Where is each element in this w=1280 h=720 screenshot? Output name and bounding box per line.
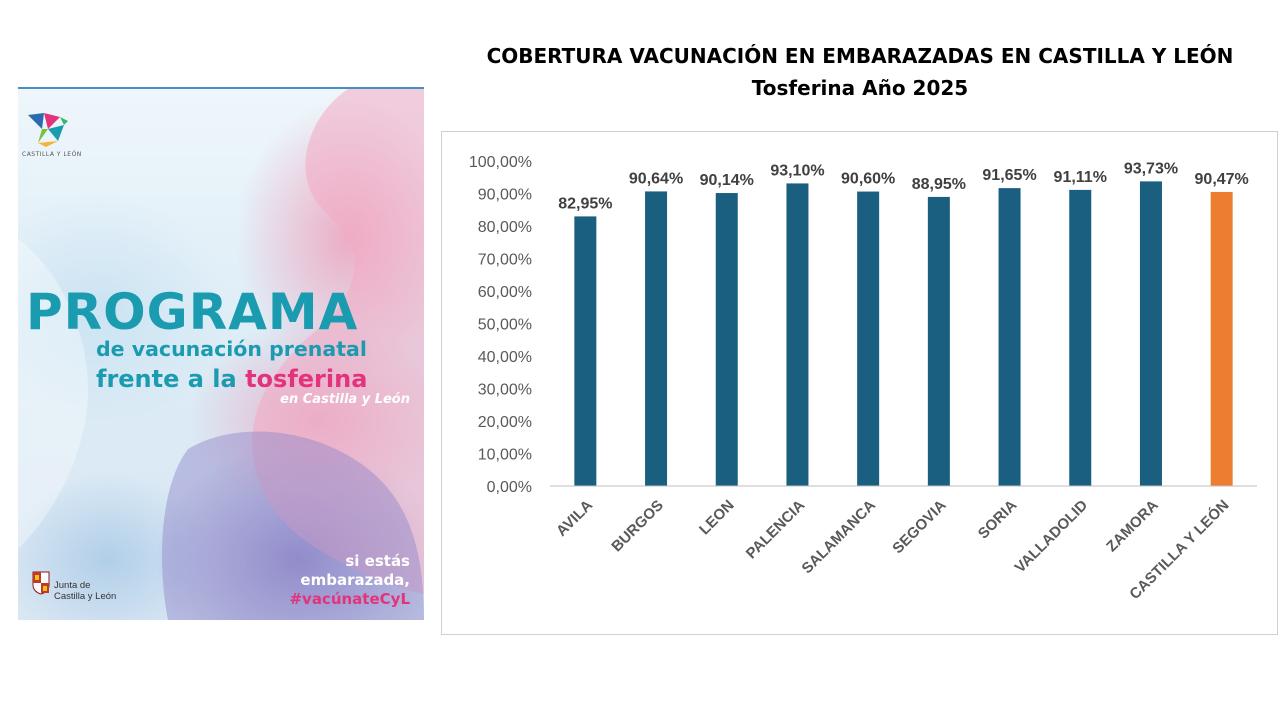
y-tick-label: 10,00%	[478, 447, 532, 464]
x-tick-label: VALLADOLID	[1011, 497, 1091, 577]
castilla-y-leon-logo-icon	[28, 113, 68, 147]
data-label: 91,65%	[982, 167, 1036, 184]
y-tick-label: 0,00%	[487, 479, 532, 496]
y-tick-label: 30,00%	[478, 382, 532, 399]
y-tick-label: 80,00%	[478, 219, 532, 236]
bar-segovia	[927, 196, 950, 486]
data-label: 93,73%	[1124, 160, 1178, 177]
slide-title-line1: COBERTURA VACUNACIÓN EN EMBARAZADAS EN C…	[486, 44, 1234, 68]
y-tick-label: 20,00%	[478, 414, 532, 431]
data-label: 82,95%	[558, 195, 612, 212]
junta-label-line1: Junta de	[54, 580, 91, 591]
poster-subtitle-highlight: tosferina	[245, 365, 368, 393]
poster-subtitle-line1: de vacunación prenatal	[96, 337, 367, 361]
y-axis-tick-labels: 0,00% 10,00% 20,00% 30,00% 40,00% 50,00% 60,00…	[469, 154, 532, 496]
x-tick-label: SORIA	[975, 497, 1021, 543]
y-tick-label: 90,00%	[478, 187, 532, 204]
data-labels: 82,95% 90,64% 90,14% 93,10% 90,60% 88,95% 91,6…	[558, 160, 1249, 212]
x-tick-label: PALENCIA	[743, 497, 809, 563]
y-tick-label: 100,00%	[469, 154, 532, 171]
bar-soria	[998, 188, 1021, 486]
bar-leon	[715, 193, 738, 487]
bar-castilla-y-león	[1210, 191, 1233, 486]
bar-valladolid	[1069, 189, 1092, 486]
data-label: 90,14%	[700, 172, 754, 189]
bar-burgos	[645, 191, 668, 487]
campaign-poster: CASTILLA Y LEÓN PROGRAMA de vacunación p…	[18, 87, 424, 620]
logo-label: CASTILLA Y LEÓN	[22, 151, 82, 158]
junta-label-line2: Castilla y León	[54, 591, 117, 602]
x-tick-label: ZAMORA	[1103, 497, 1162, 556]
x-tick-label: SALAMANCA	[799, 497, 879, 577]
junta-label: Junta de Castilla y León	[54, 580, 116, 602]
x-tick-label: AVILA	[553, 497, 596, 540]
poster-subtitle-prefix: frente a la	[96, 365, 246, 393]
poster-region: en Castilla y León	[280, 392, 410, 407]
bar-avila	[574, 216, 597, 486]
slide-title-line2: Tosferina Año 2025	[751, 76, 969, 100]
poster-hashtag: #vacúnateCyL	[289, 590, 410, 608]
poster-headline: PROGRAMA	[26, 283, 359, 341]
data-label: 91,11%	[1054, 169, 1107, 186]
slide-title: COBERTURA VACUNACIÓN EN EMBARAZADAS EN C…	[440, 40, 1280, 104]
data-label: 90,47%	[1195, 171, 1249, 188]
bar-palencia	[786, 183, 809, 487]
y-tick-label: 40,00%	[478, 349, 532, 366]
data-label: 90,64%	[629, 170, 683, 187]
x-tick-label: LEON	[696, 497, 737, 538]
coverage-chart: 0,00% 10,00% 20,00% 30,00% 40,00% 50,00% 60,00…	[441, 131, 1278, 635]
poster-footer-line1: si estás	[345, 552, 410, 570]
x-tick-label: SEGOVIA	[889, 497, 949, 557]
silhouette-illustration	[18, 89, 424, 620]
poster-footer: si estás embarazada, #vacúnateCyL	[289, 552, 410, 609]
y-tick-label: 60,00%	[478, 284, 532, 301]
poster-footer-line2: embarazada,	[300, 571, 410, 589]
bar-zamora	[1139, 181, 1162, 486]
bar-chart: 0,00% 10,00% 20,00% 30,00% 40,00% 50,00% 60,00…	[469, 154, 1257, 603]
data-label: 93,10%	[770, 162, 824, 179]
bar-salamanca	[857, 191, 880, 487]
x-tick-label: BURGOS	[608, 497, 667, 556]
junta-shield-icon	[32, 571, 50, 595]
data-label: 90,60%	[841, 171, 895, 188]
y-tick-label: 70,00%	[478, 252, 532, 269]
poster-subtitle-line2: frente a la tosferina	[96, 365, 367, 393]
y-tick-label: 50,00%	[478, 317, 532, 334]
data-label: 88,95%	[912, 176, 966, 193]
bars	[574, 181, 1233, 487]
